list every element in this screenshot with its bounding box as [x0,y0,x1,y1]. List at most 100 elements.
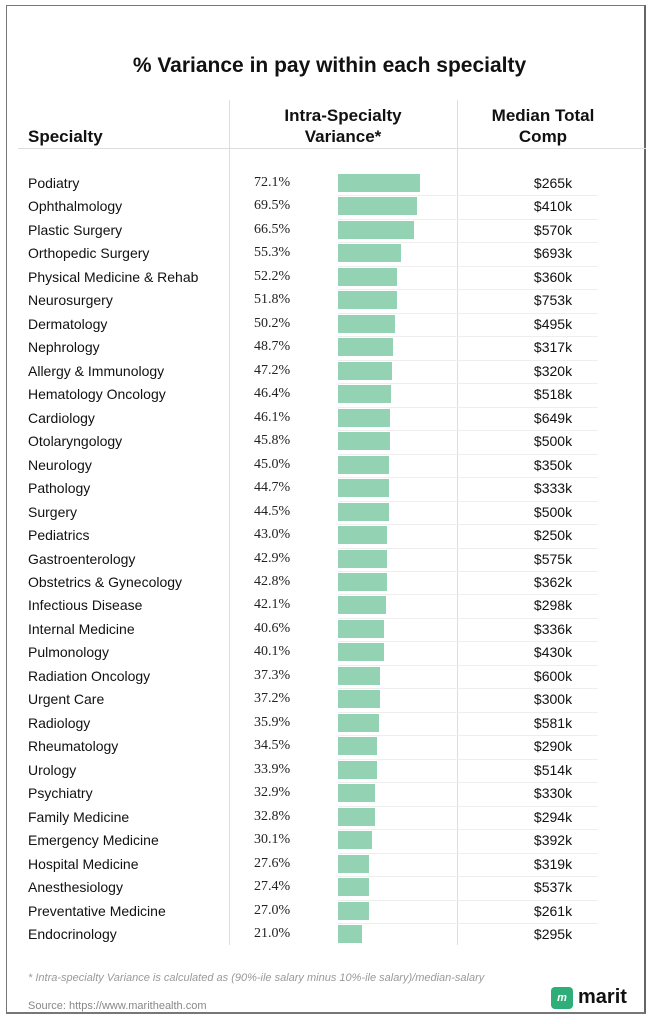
variance-bar [338,385,391,404]
table-row: Preventative Medicine 27.0% $261k [0,899,659,923]
table-row: Endocrinology 21.0% $295k [0,923,659,946]
specialty-label: Infectious Disease [28,597,143,614]
marit-logo-text: marit [578,986,627,1008]
variance-label: 45.8% [254,433,291,449]
median-comp: $295k [533,926,573,943]
table-row: Radiology 35.9% $581k [0,711,659,735]
row-separator [338,383,598,385]
row-separator [338,852,598,854]
table-row: Radiation Oncology 37.3% $600k [0,664,659,688]
table-row: Infectious Disease 42.1% $298k [0,594,659,617]
specialty-label: Dermatology [28,315,108,332]
variance-bar [338,314,396,333]
median-comp: $430k [533,644,573,661]
variance-label: 44.5% [254,503,291,519]
row-separator [338,688,598,690]
row-separator [338,594,598,596]
variance-label: 66.5% [254,221,291,237]
chart-frame [6,5,646,1014]
variance-bar [338,526,387,545]
variance-label: 42.8% [254,573,291,589]
row-separator [338,829,598,831]
median-comp: $333k [533,480,573,497]
row-separator [338,500,598,502]
median-comp: $495k [533,315,573,332]
variance-label: 32.8% [254,808,291,824]
specialty-label: Neurology [28,456,92,473]
median-comp: $693k [533,245,573,262]
median-comp: $250k [533,527,573,544]
table-row: Hematology Oncology 46.4% $518k [0,383,659,406]
row-separator [338,570,598,572]
table-row: Orthopedic Surgery 55.3% $693k [0,242,659,265]
variance-bar [338,643,384,662]
row-separator [338,218,598,220]
median-comp: $290k [533,738,573,755]
median-comp: $649k [533,409,573,426]
specialty-label: Orthopedic Surgery [28,245,150,262]
variance-bar [338,572,387,591]
median-comp: $336k [533,620,573,637]
median-comp: $537k [533,879,573,896]
variance-bar [338,338,394,357]
variance-bar [338,666,381,685]
variance-bar [338,690,381,709]
table-row: Psychiatry 32.9% $330k [0,782,659,805]
specialty-label: Endocrinology [28,926,117,943]
median-comp: $575k [533,550,573,567]
table-row: Nephrology 48.7% $317k [0,336,659,359]
median-comp: $360k [533,268,573,285]
variance-bar [338,713,379,732]
table-row: Hospital Medicine 27.6% $319k [0,852,659,876]
variance-label: 37.3% [254,667,291,683]
specialty-label: Family Medicine [28,808,130,825]
specialty-label: Psychiatry [28,785,93,802]
median-comp: $362k [533,573,573,590]
row-separator [338,547,598,549]
specialty-label: Pathology [28,480,91,497]
variance-bar [338,174,420,192]
median-comp: $300k [533,691,573,708]
median-comp: $265k [533,175,573,191]
median-comp: $317k [533,339,573,356]
column-divider [457,100,458,945]
table-row: Neurosurgery 51.8% $753k [0,289,659,312]
table-row: Pediatrics 43.0% $250k [0,524,659,547]
table-row: Cardiology 46.1% $649k [0,406,659,430]
specialty-label: Emergency Medicine [28,832,159,849]
header-variance: Intra-Specialty Variance* [229,105,457,147]
variance-label: 44.7% [254,480,291,496]
specialty-label: Radiation Oncology [28,667,151,684]
specialty-label: Rheumatology [28,738,119,755]
median-comp: $518k [533,386,573,403]
variance-label: 21.0% [254,926,291,942]
row-separator [338,923,598,925]
row-separator [338,735,598,737]
specialty-label: Allergy & Immunology [28,362,165,379]
variance-label: 47.2% [254,362,291,378]
variance-bar [338,784,376,803]
variance-label: 43.0% [254,527,291,543]
median-comp: $600k [533,667,573,684]
median-comp: $320k [533,362,573,379]
table-row: Ophthalmology 69.5% $410k [0,195,659,218]
variance-bar [338,596,386,615]
variance-label: 37.2% [254,691,291,707]
table-row: Gastroenterology 42.9% $575k [0,547,659,571]
variance-bar [338,455,390,474]
table-row: Urgent Care 37.2% $300k [0,688,659,711]
table-row: Rheumatology 34.5% $290k [0,735,659,758]
variance-label: 33.9% [254,761,291,777]
table-row: Podiatry 72.1% $265k [0,172,659,195]
variance-bar [338,619,385,638]
row-separator [338,195,598,197]
header-variance-line2: Variance* [304,127,382,146]
variance-bar [338,831,373,850]
variance-label: 34.5% [254,738,291,754]
variance-label: 40.1% [254,644,291,660]
median-comp: $294k [533,808,573,825]
variance-label: 42.1% [254,597,291,613]
row-separator [338,242,598,244]
specialty-label: Hospital Medicine [28,855,139,872]
median-comp: $261k [533,902,573,919]
